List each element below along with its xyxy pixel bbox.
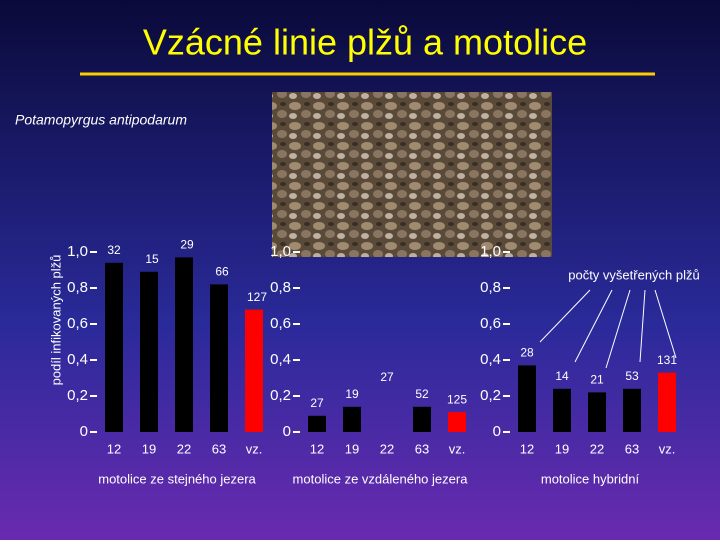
x-tick-label: 22 xyxy=(590,441,604,456)
y-tick-label: 0,6 xyxy=(270,315,291,332)
sample-size-label: 15 xyxy=(145,252,159,266)
x-tick-label: 12 xyxy=(520,441,534,456)
sample-size-label: 125 xyxy=(447,392,467,406)
y-tick-label: 0 xyxy=(283,423,291,440)
bar xyxy=(210,284,228,432)
y-tick-label: 1,0 xyxy=(480,243,501,260)
x-tick-label: 19 xyxy=(345,441,359,456)
x-tick-label: 63 xyxy=(212,441,226,456)
bar xyxy=(308,415,326,432)
bar xyxy=(448,412,466,432)
sample-size-label: 127 xyxy=(247,290,267,304)
x-tick-label: 63 xyxy=(625,441,639,456)
sample-size-label: 27 xyxy=(380,370,394,384)
bar xyxy=(413,406,431,432)
bar xyxy=(140,271,158,432)
sample-size-label: 32 xyxy=(107,243,121,257)
sample-size-label: 53 xyxy=(625,369,639,383)
y-axis-label: podíl infikovaných plžů xyxy=(48,255,63,386)
x-tick-label: 12 xyxy=(310,441,324,456)
sample-size-label: 27 xyxy=(310,396,324,410)
sample-size-label: 21 xyxy=(590,373,604,387)
bar xyxy=(658,372,676,432)
bar xyxy=(588,392,606,432)
bar xyxy=(245,309,263,432)
sample-size-label: 19 xyxy=(345,387,359,401)
y-tick-label: 1,0 xyxy=(270,243,291,260)
y-tick-label: 0,4 xyxy=(67,351,88,368)
y-tick-label: 0,4 xyxy=(270,351,291,368)
x-axis-label: motolice ze stejného jezera xyxy=(98,471,256,486)
x-tick-label: vz. xyxy=(659,441,676,456)
y-tick-label: 0,2 xyxy=(270,387,291,404)
y-tick-label: 0,8 xyxy=(270,279,291,296)
x-tick-label: vz. xyxy=(246,441,263,456)
x-axis-label: motolice hybridní xyxy=(541,471,640,486)
annotation: počty vyšetřených plžů xyxy=(568,267,700,282)
sample-size-label: 66 xyxy=(215,265,229,279)
bar xyxy=(553,388,571,432)
y-tick-label: 0,6 xyxy=(480,315,501,332)
x-axis-label: motolice ze vzdáleného jezera xyxy=(293,471,469,486)
x-tick-label: 22 xyxy=(380,441,394,456)
x-tick-label: 19 xyxy=(142,441,156,456)
bar xyxy=(175,257,193,432)
annotation-lines xyxy=(539,289,677,369)
x-tick-label: 22 xyxy=(177,441,191,456)
y-tick-label: 0,6 xyxy=(67,315,88,332)
bar xyxy=(105,262,123,432)
x-tick-label: 12 xyxy=(107,441,121,456)
bar xyxy=(623,388,641,432)
y-tick-label: 0,2 xyxy=(480,387,501,404)
snail-photo xyxy=(272,92,552,257)
y-tick-label: 0 xyxy=(80,423,88,440)
y-tick-label: 0,2 xyxy=(67,387,88,404)
sample-size-label: 28 xyxy=(520,346,534,360)
sample-size-label: 29 xyxy=(180,238,194,252)
subtitle: Potamopyrgus antipodarum xyxy=(15,112,187,128)
x-tick-label: 19 xyxy=(555,441,569,456)
y-tick-label: 0,8 xyxy=(67,279,88,296)
sample-size-label: 14 xyxy=(555,369,569,383)
sample-size-label: 52 xyxy=(415,387,429,401)
title: Vzácné linie plžů a motolice xyxy=(143,22,587,63)
y-tick-label: 0 xyxy=(493,423,501,440)
sample-size-label: 131 xyxy=(657,353,677,367)
y-tick-label: 1,0 xyxy=(67,243,88,260)
y-tick-label: 0,4 xyxy=(480,351,501,368)
x-tick-label: vz. xyxy=(449,441,466,456)
bar xyxy=(343,406,361,432)
x-tick-label: 63 xyxy=(415,441,429,456)
bar xyxy=(518,365,536,432)
y-tick-label: 0,8 xyxy=(480,279,501,296)
